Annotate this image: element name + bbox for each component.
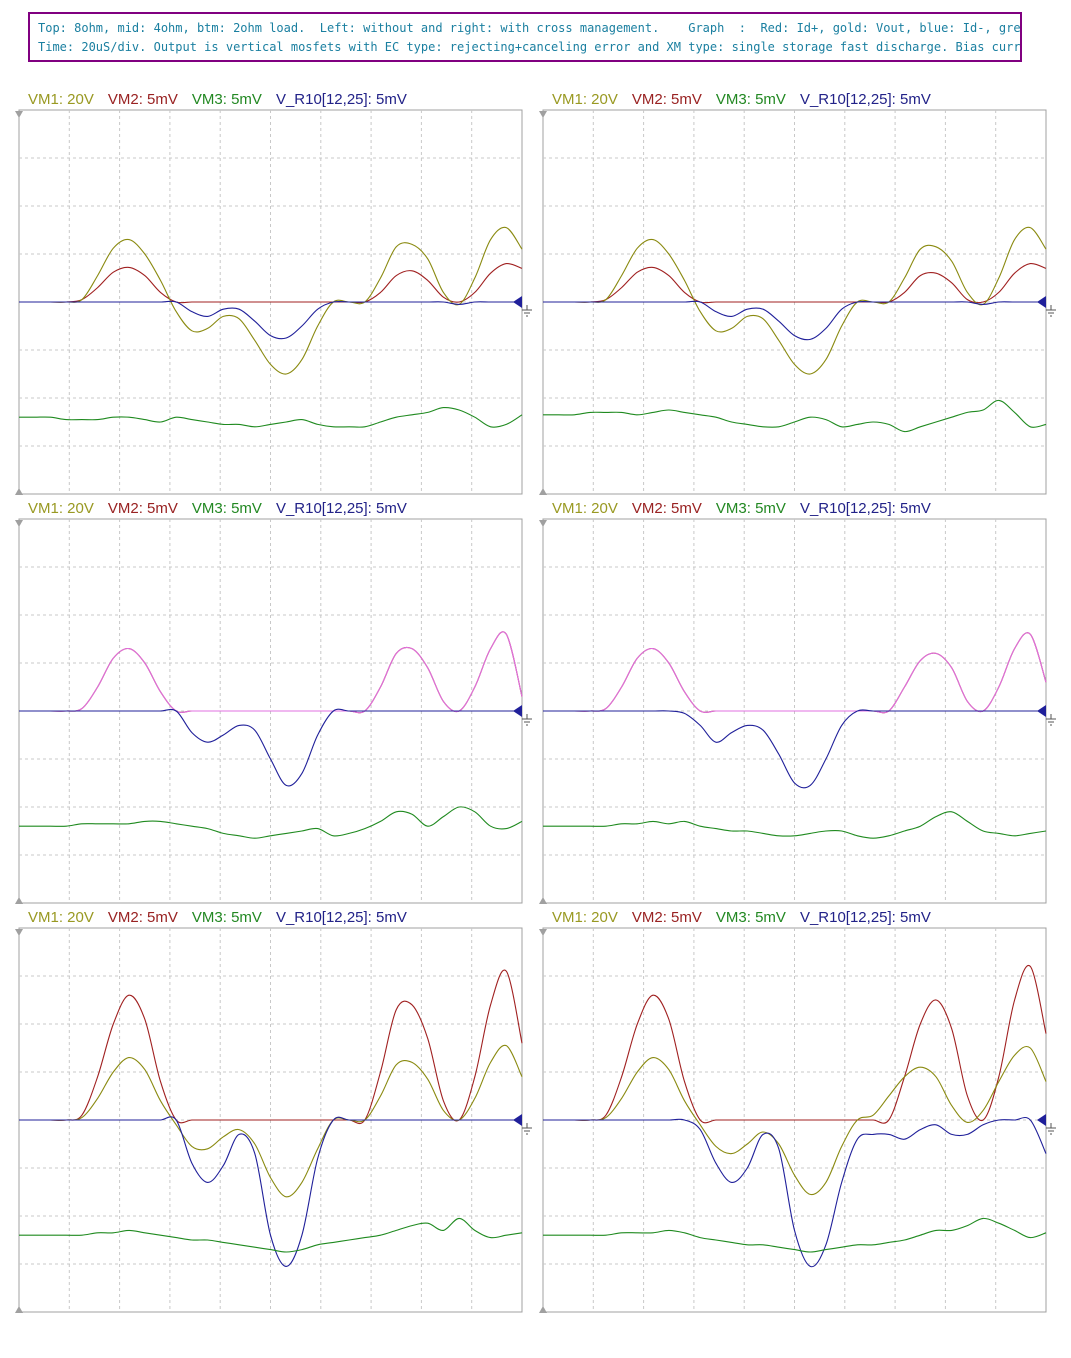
legend-vr10: V_R10[12,25]: 5mV (799, 500, 931, 517)
ground-icon (1046, 305, 1056, 317)
legend-vr10: V_R10[12,25]: 5mV (799, 91, 931, 108)
legend-vm3: VM3: 5mV (191, 500, 262, 517)
trigger-top-marker (15, 520, 23, 527)
legend-vm2: VM2: 5mV (631, 500, 702, 517)
scope-panel-middle-left: VM1: 20V VM2: 5mV VM3: 5mV V_R10[12,25]: 5m… (15, 499, 532, 909)
legend: VM1: 20V VM2: 5mV VM3: 5mV V_R10[12,25]: 5m… (28, 908, 421, 928)
ground-icon (1046, 1123, 1056, 1135)
legend-vm2: VM2: 5mV (107, 91, 178, 108)
caption-box: Top: 8ohm, mid: 4ohm, btm: 2ohm load. Le… (28, 12, 1022, 62)
ground-icon (522, 1123, 532, 1135)
legend-vm1: VM1: 20V (28, 909, 94, 926)
series-line-gold (18, 226, 523, 375)
legend-vm2: VM2: 5mV (631, 91, 702, 108)
trigger-top-marker (539, 111, 547, 118)
series-line-green (543, 1217, 1047, 1253)
series-line-red (542, 964, 1047, 1124)
ground-icon (522, 305, 532, 317)
series-line-gold (542, 226, 1047, 375)
series-line-green (543, 399, 1047, 433)
series-line-gold (18, 1044, 523, 1198)
legend-vm1: VM1: 20V (552, 500, 618, 517)
trigger-bottom-marker (15, 1306, 23, 1313)
series-line-blue (542, 300, 1046, 341)
series-line-blue (18, 300, 522, 340)
scope-panel-top-left: VM1: 20V VM2: 5mV VM3: 5mV V_R10[12,25]: 5m… (15, 90, 532, 500)
legend-vm2: VM2: 5mV (107, 500, 178, 517)
legend-vm3: VM3: 5mV (715, 909, 786, 926)
trigger-bottom-marker (539, 488, 547, 495)
legend-vm1: VM1: 20V (552, 909, 618, 926)
series-line-pink (18, 631, 523, 714)
scope-panel-top-right: VM1: 20V VM2: 5mV VM3: 5mV V_R10[12,25]: 5m… (539, 90, 1056, 500)
legend-vm3: VM3: 5mV (191, 909, 262, 926)
series-line-green (19, 1217, 523, 1253)
series-line-blue (542, 709, 1046, 789)
scope-panel-bottom-right: VM1: 20V VM2: 5mV VM3: 5mV V_R10[12,25]: 5m… (539, 908, 1056, 1318)
legend-vm3: VM3: 5mV (715, 91, 786, 108)
series-line-red (18, 969, 523, 1125)
legend-vm1: VM1: 20V (28, 91, 94, 108)
legend-vm3: VM3: 5mV (715, 500, 786, 517)
trigger-bottom-marker (15, 488, 23, 495)
scope-panel-middle-right: VM1: 20V VM2: 5mV VM3: 5mV V_R10[12,25]: 5m… (539, 499, 1056, 909)
series-line-blue (18, 708, 522, 787)
series-line-green (19, 806, 523, 839)
trigger-bottom-marker (539, 1306, 547, 1313)
series-line-green (19, 406, 523, 428)
series-line-red (18, 262, 523, 304)
legend-vm3: VM3: 5mV (191, 91, 262, 108)
legend-vm1: VM1: 20V (28, 500, 94, 517)
zero-level-arrow-icon (1037, 1114, 1046, 1126)
series-line-green (543, 811, 1047, 839)
legend-vm1: VM1: 20V (552, 91, 618, 108)
plot-area (539, 927, 1056, 1313)
trigger-top-marker (15, 111, 23, 118)
legend: VM1: 20V VM2: 5mV VM3: 5mV V_R10[12,25]: 5m… (552, 90, 945, 110)
plot-area (15, 109, 532, 495)
plot-area (539, 109, 1056, 495)
trigger-top-marker (539, 520, 547, 527)
legend-vm2: VM2: 5mV (107, 909, 178, 926)
trigger-bottom-marker (15, 897, 23, 904)
legend: VM1: 20V VM2: 5mV VM3: 5mV V_R10[12,25]: 5m… (28, 90, 421, 110)
trigger-top-marker (15, 929, 23, 936)
trigger-bottom-marker (539, 897, 547, 904)
legend-vr10: V_R10[12,25]: 5mV (275, 91, 407, 108)
plot-area (15, 518, 532, 904)
plot-area (539, 518, 1056, 904)
legend-vm2: VM2: 5mV (631, 909, 702, 926)
legend: VM1: 20V VM2: 5mV VM3: 5mV V_R10[12,25]: 5m… (552, 499, 945, 519)
ground-icon (1046, 714, 1056, 726)
series-line-blue (18, 1116, 522, 1267)
legend-vr10: V_R10[12,25]: 5mV (275, 500, 407, 517)
plot-area (15, 927, 532, 1313)
ground-icon (522, 714, 532, 726)
caption-line-1: Top: 8ohm, mid: 4ohm, btm: 2ohm load. Le… (38, 21, 1021, 35)
caption-line-2: Time: 20uS/div. Output is vertical mosfe… (38, 40, 1022, 54)
trigger-top-marker (539, 929, 547, 936)
legend-vr10: V_R10[12,25]: 5mV (275, 909, 407, 926)
series-line-blue (542, 1116, 1047, 1268)
legend: VM1: 20V VM2: 5mV VM3: 5mV V_R10[12,25]: 5m… (28, 499, 421, 519)
legend-vr10: V_R10[12,25]: 5mV (799, 909, 931, 926)
series-line-gold (542, 1045, 1047, 1196)
series-line-pink (542, 632, 1047, 714)
series-line-red (542, 262, 1047, 304)
legend: VM1: 20V VM2: 5mV VM3: 5mV V_R10[12,25]: 5m… (552, 908, 945, 928)
scope-panel-bottom-left: VM1: 20V VM2: 5mV VM3: 5mV V_R10[12,25]: 5m… (15, 908, 532, 1318)
